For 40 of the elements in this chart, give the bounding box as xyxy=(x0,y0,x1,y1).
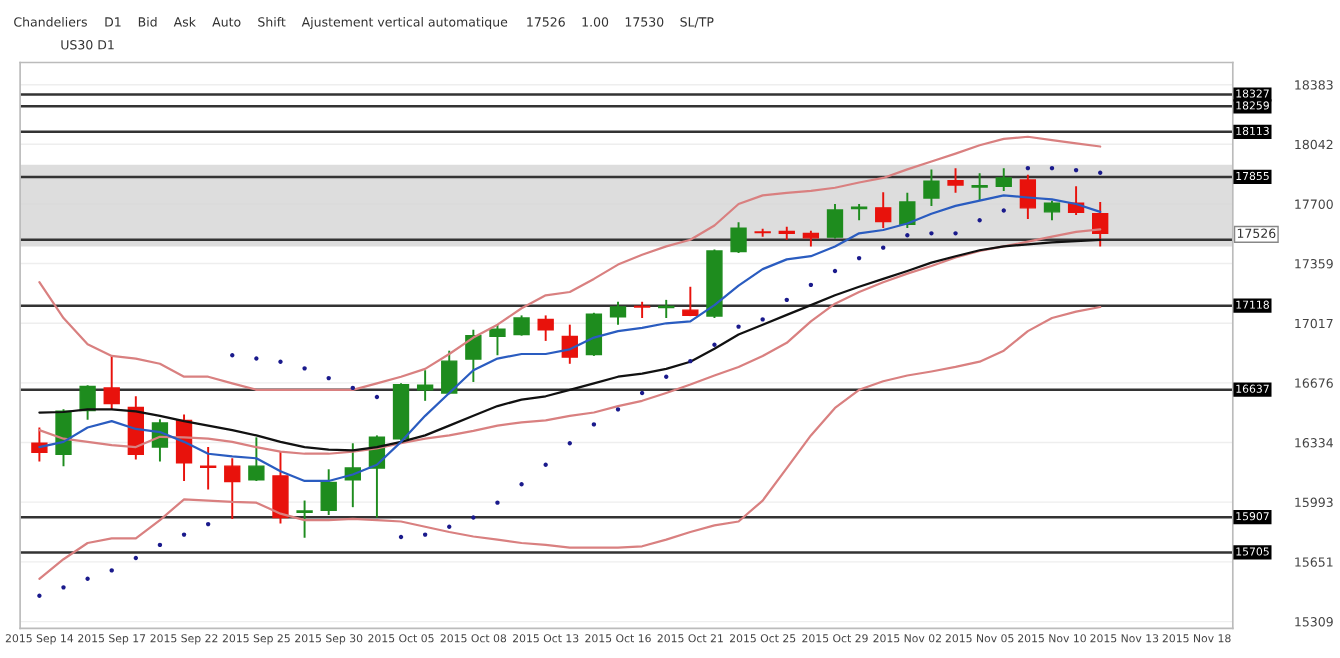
candlestick xyxy=(1092,201,1109,248)
candlestick xyxy=(899,191,916,230)
line-series xyxy=(38,135,1102,391)
candlestick xyxy=(1019,173,1037,220)
candlestick xyxy=(1043,199,1061,222)
candlestick xyxy=(320,468,337,517)
candlestick xyxy=(513,314,530,337)
candlestick xyxy=(826,203,844,240)
candlestick xyxy=(995,167,1012,192)
candlestick xyxy=(875,191,892,230)
candlestick xyxy=(248,436,265,482)
point xyxy=(398,534,404,540)
point xyxy=(205,521,211,527)
point xyxy=(856,255,862,261)
candlestick xyxy=(537,314,554,342)
candlestick xyxy=(199,446,217,491)
candlestick xyxy=(465,328,482,383)
point xyxy=(1073,167,1079,173)
candlestick xyxy=(272,450,289,525)
candlestick xyxy=(947,167,964,194)
point xyxy=(1049,165,1055,171)
candlestick xyxy=(296,499,313,539)
point xyxy=(1025,165,1031,171)
candlestick xyxy=(609,300,627,326)
point xyxy=(639,390,645,396)
candlestick xyxy=(923,168,940,207)
candlestick xyxy=(489,323,506,357)
point xyxy=(133,555,139,561)
candlestick xyxy=(682,285,699,318)
candlestick xyxy=(224,457,241,520)
point xyxy=(832,268,838,274)
point xyxy=(374,394,380,400)
candlestick xyxy=(103,354,120,411)
point xyxy=(808,282,814,288)
candlestick xyxy=(416,369,434,402)
line-series xyxy=(38,305,1102,580)
candlestick xyxy=(971,172,988,202)
candlestick xyxy=(79,384,96,421)
point xyxy=(157,542,163,548)
candlestick xyxy=(730,221,747,254)
